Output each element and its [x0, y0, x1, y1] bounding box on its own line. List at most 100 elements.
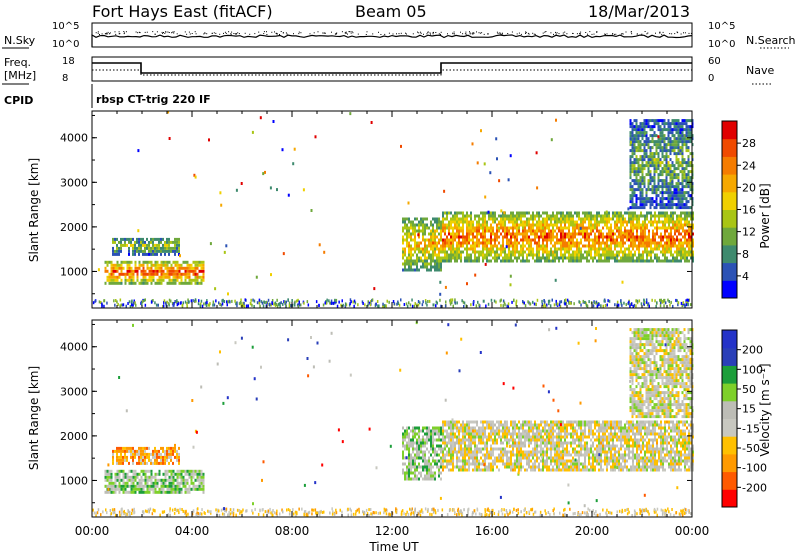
range-cell: [655, 200, 658, 204]
range-cell: [402, 444, 404, 448]
range-cell: [492, 247, 494, 251]
range-cell: [186, 266, 189, 270]
range-cell: [506, 253, 508, 257]
range-cell: [637, 131, 640, 135]
range-cell: [434, 253, 436, 257]
range-cell: [134, 249, 136, 253]
range-cell: [166, 446, 168, 450]
range-cell: [594, 232, 596, 236]
range-cell: [670, 232, 672, 236]
range-cell: [138, 478, 141, 482]
range-cell: [643, 164, 646, 168]
range-cell: [588, 253, 590, 257]
range-cell: [474, 235, 476, 239]
range-cell: [596, 223, 598, 227]
range-cell: [544, 250, 546, 254]
range-cell: [426, 438, 428, 442]
range-cell: [410, 459, 412, 463]
range-cell: [546, 226, 548, 230]
range-cell: [631, 197, 634, 201]
range-cell: [172, 481, 175, 485]
range-cell: [672, 304, 674, 308]
range-cell: [662, 244, 664, 248]
nsearch-dot: [465, 31, 467, 33]
range-cell: [659, 140, 662, 144]
range-cell: [120, 272, 123, 276]
range-cell: [150, 481, 153, 485]
range-cell: [438, 474, 440, 478]
range-cell: [448, 253, 450, 257]
range-cell: [166, 260, 169, 264]
range-cell: [536, 250, 538, 254]
range-cell: [168, 452, 170, 456]
range-cell: [546, 217, 548, 221]
range-cell: [418, 450, 420, 454]
range-cell: [402, 435, 404, 439]
range-cell: [344, 302, 347, 306]
range-cell: [420, 265, 422, 269]
range-cell: [674, 211, 676, 215]
nsearch-dot: [671, 33, 673, 35]
range-cell: [564, 256, 566, 260]
range-cell: [452, 253, 454, 257]
range-cell: [422, 265, 424, 269]
range-cell: [606, 250, 608, 254]
range-cell: [462, 226, 464, 230]
range-cell: [568, 235, 570, 239]
range-cell: [275, 303, 278, 306]
range-cell: [474, 259, 476, 263]
nsearch-dot: [336, 32, 338, 34]
range-cell: [452, 465, 454, 469]
range-cell: [644, 232, 646, 236]
range-cell: [635, 146, 638, 150]
range-cell: [643, 301, 646, 305]
range-cell: [202, 478, 205, 482]
range-cell: [524, 238, 526, 242]
range-cell: [122, 449, 124, 453]
range-cell: [438, 426, 440, 430]
range-cell: [542, 235, 544, 239]
range-cell: [582, 211, 584, 215]
range-cell: [654, 244, 656, 248]
range-cell: [562, 256, 564, 260]
range-cell: [681, 304, 683, 308]
range-cell: [177, 302, 180, 306]
range-cell: [142, 275, 145, 279]
range-cell: [166, 240, 168, 244]
range-cell: [166, 300, 168, 304]
range-cell: [404, 456, 406, 460]
range-cell: [288, 304, 291, 308]
range-cell: [653, 188, 656, 192]
range-cell: [410, 444, 412, 448]
range-cell: [616, 211, 618, 215]
range-cell: [558, 256, 560, 260]
range-cell: [446, 259, 448, 263]
range-cell: [106, 472, 109, 476]
range-cell: [550, 238, 552, 242]
range-cell: [552, 256, 554, 260]
range-cell: [377, 304, 379, 308]
range-cell: [408, 471, 410, 475]
range-cell: [414, 429, 416, 433]
nsearch-dot: [163, 32, 164, 33]
range-cell: [405, 302, 408, 306]
range-cell: [430, 229, 432, 233]
range-cell: [138, 484, 141, 488]
range-cell: [554, 214, 556, 218]
range-cell: [492, 238, 494, 242]
range-cell: [552, 235, 554, 239]
nsearch-dot: [118, 31, 120, 33]
range-cell: [439, 280, 442, 284]
range-cell: [271, 301, 273, 305]
range-cell: [416, 426, 418, 430]
nsearch-tick-top: 10^5: [708, 21, 735, 32]
range-cell: [677, 122, 680, 126]
range-cell: [173, 302, 175, 306]
range-cell: [188, 275, 191, 279]
range-cell: [154, 475, 157, 479]
range-cell: [172, 240, 174, 244]
range-cell: [542, 232, 544, 236]
range-cell: [675, 137, 678, 141]
range-cell: [190, 475, 193, 479]
range-cell: [349, 112, 352, 116]
